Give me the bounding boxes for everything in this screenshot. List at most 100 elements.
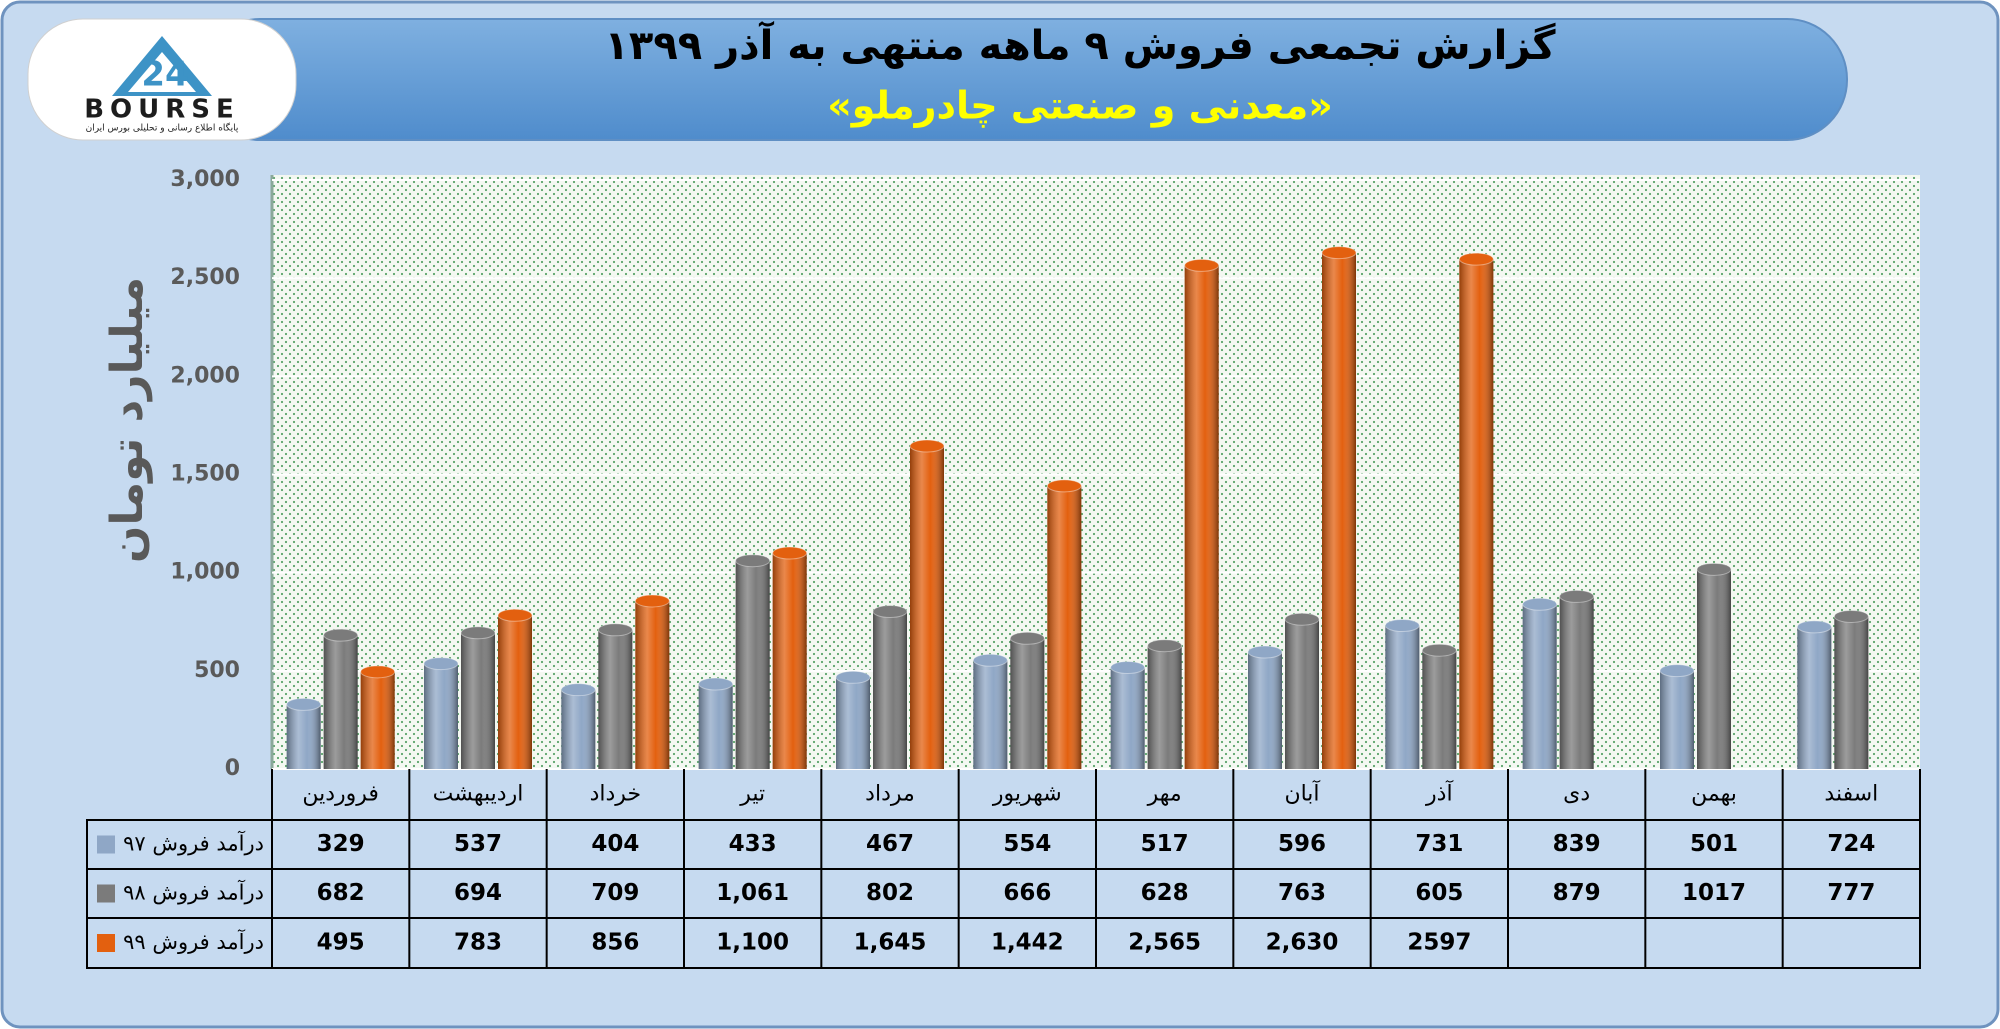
data-label: 879 <box>1553 880 1601 906</box>
data-label: 856 <box>591 930 639 956</box>
bar-top <box>1284 612 1320 626</box>
bar-shade <box>772 553 807 769</box>
data-label: 517 <box>1141 831 1189 857</box>
data-label: 694 <box>454 880 502 906</box>
bar-shade <box>635 600 670 769</box>
data-label: 433 <box>729 831 777 857</box>
legend-label: درآمد فروش ۹۸ <box>123 880 264 905</box>
data-label: 1,061 <box>716 880 789 906</box>
data-label: 2,565 <box>1128 930 1201 956</box>
bar-top <box>1696 562 1732 576</box>
bar-shade <box>1010 638 1045 769</box>
data-label: 605 <box>1415 880 1463 906</box>
bar-shade <box>1697 569 1731 769</box>
data-label: 596 <box>1278 831 1326 857</box>
bar-top <box>835 670 871 684</box>
data-label: 802 <box>866 880 914 906</box>
bar-top <box>1522 597 1558 611</box>
data-label: 404 <box>591 831 639 857</box>
bar-shade <box>498 615 532 769</box>
bar-shade <box>836 677 870 769</box>
data-label: 1,645 <box>854 930 927 956</box>
data-label: 763 <box>1278 880 1326 906</box>
logo: 24 BOURSE پایگاه اطلاع رسانی و تحلیلی بو… <box>27 18 297 141</box>
bar-shade <box>1559 596 1594 769</box>
logo-name: BOURSE <box>84 95 240 125</box>
bar-top <box>909 439 945 453</box>
bar-shade <box>561 689 596 769</box>
bar-shade <box>1522 604 1557 769</box>
legend-label: درآمد فروش ۹۷ <box>123 831 264 856</box>
data-label: 709 <box>591 880 639 906</box>
bar-shade <box>598 629 633 769</box>
bar-top <box>286 697 322 711</box>
bar-top <box>1384 618 1420 632</box>
bar-top <box>1559 589 1595 603</box>
bar-top <box>735 554 771 568</box>
data-label: 501 <box>1690 831 1738 857</box>
data-label: 554 <box>1003 831 1051 857</box>
bar-top <box>1247 645 1283 659</box>
data-label: 1017 <box>1682 880 1746 906</box>
y-tick-label: 0 <box>225 756 240 781</box>
bar-top <box>497 608 533 622</box>
data-label: 495 <box>317 930 365 956</box>
bar-shade <box>1110 667 1145 769</box>
bar-shade <box>1285 619 1319 769</box>
bar-shade <box>461 632 495 769</box>
bar-shade <box>1660 670 1694 769</box>
chart-title: گزارش تجمعی فروش ۹ ماهه منتهی به آذر ۱۳۹… <box>604 20 1556 69</box>
bar-top <box>323 628 359 642</box>
logo-tagline: پایگاه اطلاع رسانی و تحلیلی بورس ایران <box>86 122 239 134</box>
bar-shade <box>1322 252 1356 770</box>
bar-shade <box>323 635 358 769</box>
data-label: 839 <box>1553 831 1601 857</box>
x-tick-label: اردیبهشت <box>433 782 524 807</box>
bar-shade <box>286 704 321 769</box>
bar-shade <box>1184 265 1219 769</box>
y-tick-label: 2,000 <box>170 363 240 388</box>
x-tick-label: بهمن <box>1691 782 1737 807</box>
bar-shade <box>973 660 1008 769</box>
bar-top <box>560 683 596 697</box>
bar-shade <box>1147 645 1182 769</box>
bar-top <box>1321 246 1357 260</box>
bar-top <box>972 653 1008 667</box>
bar-shade <box>698 683 733 769</box>
legend-swatch <box>97 884 115 903</box>
bar-top <box>1421 643 1457 657</box>
data-label: 628 <box>1141 880 1189 906</box>
bar-top <box>1046 479 1082 493</box>
bar-top <box>597 623 633 637</box>
bar-top <box>872 605 908 619</box>
y-tick-label: 500 <box>194 658 240 683</box>
y-tick-label: 3,000 <box>170 167 240 192</box>
bar-shade <box>1422 650 1457 769</box>
bar-shade <box>1248 651 1282 769</box>
x-tick-label: تیر <box>739 782 765 807</box>
bar-top <box>772 546 808 560</box>
data-label: 682 <box>317 880 365 906</box>
y-tick-label: 1,500 <box>170 462 240 487</box>
data-label: 1,442 <box>991 930 1064 956</box>
data-label: 2597 <box>1407 930 1471 956</box>
bar-top <box>1184 258 1220 272</box>
x-tick-label: دی <box>1563 782 1590 807</box>
bar-shade <box>1797 626 1832 769</box>
x-tick-label: آذر <box>1425 780 1453 807</box>
bar-shade <box>360 671 395 769</box>
x-tick-label: شهریور <box>992 782 1062 807</box>
data-label: 2,630 <box>1266 930 1339 956</box>
data-label: 724 <box>1827 831 1875 857</box>
bar-top <box>460 626 496 640</box>
bar-top <box>423 657 459 671</box>
bar-top <box>1833 609 1869 623</box>
bar-shade <box>873 611 907 769</box>
bar-top <box>1110 660 1146 674</box>
bar-shade <box>1834 616 1869 769</box>
y-axis-label: میلیارد تومان <box>102 277 153 563</box>
svg-text:24: 24 <box>141 55 188 95</box>
data-label: 783 <box>454 930 502 956</box>
chart-subtitle: «معدنی و صنعتی چادرملو» <box>827 84 1333 129</box>
